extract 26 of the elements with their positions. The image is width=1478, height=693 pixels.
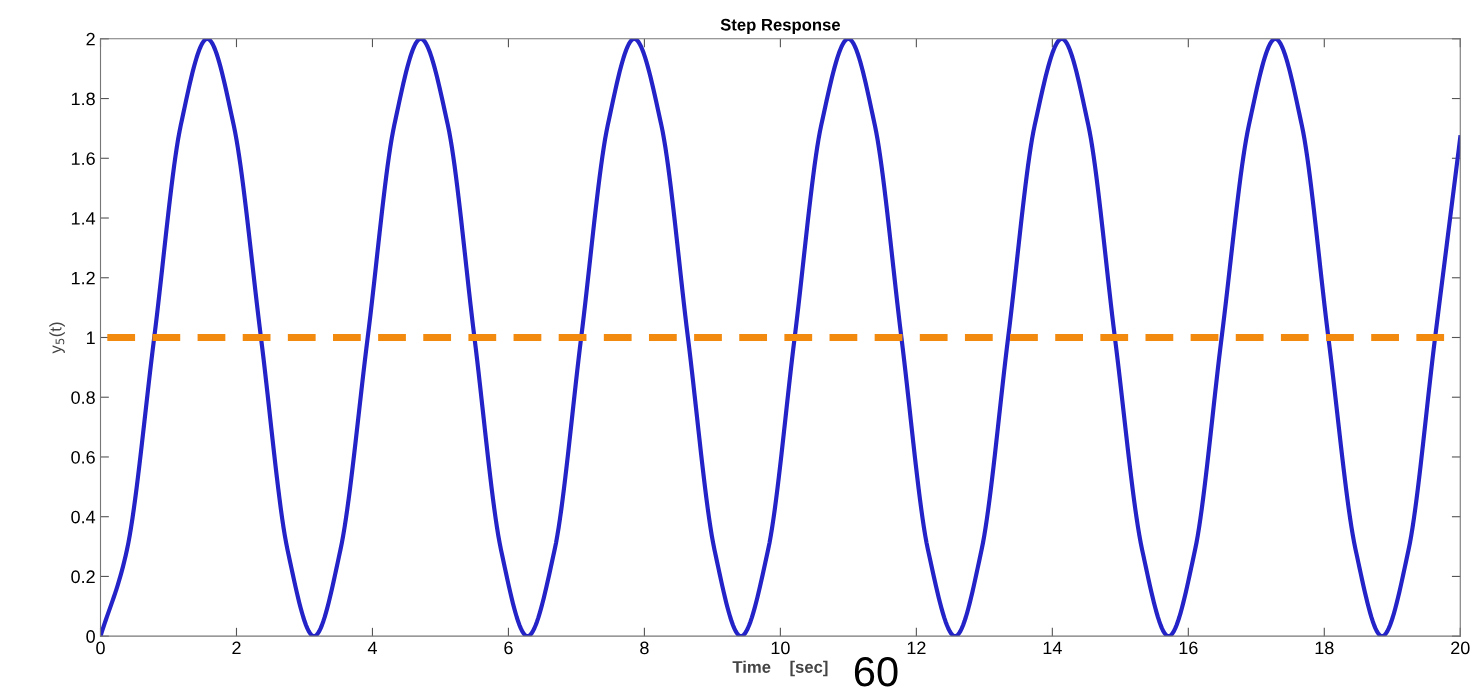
- x-tick-label: 12: [907, 641, 926, 655]
- y-tick-label: 1.2: [71, 271, 95, 285]
- y-tick-label: 1.4: [71, 212, 96, 225]
- y-tick-label: 1: [86, 331, 95, 345]
- x-tick-label: 6: [504, 641, 513, 655]
- x-tick-label: 8: [640, 641, 649, 655]
- x-axis-title: Time [sec]: [732, 660, 828, 677]
- x-tick-label: 20: [1451, 641, 1470, 655]
- y-tick-label: 1.8: [71, 92, 95, 106]
- x-tick-label: 14: [1043, 641, 1062, 655]
- x-tick-label: 4: [367, 641, 377, 655]
- y-tick-label: 0: [86, 630, 95, 643]
- x-tick-label: 16: [1179, 641, 1198, 655]
- y-tick-label: 0.8: [71, 391, 95, 404]
- y-tick-label: 1.6: [71, 152, 95, 165]
- y-tick-label: 0.4: [71, 510, 96, 524]
- chart-title: Step Response: [720, 18, 841, 34]
- y-tick-label: 0.2: [71, 570, 95, 584]
- x-tick-label: 18: [1315, 641, 1334, 655]
- y-tick-label: 0.6: [71, 450, 95, 464]
- x-tick-label: 10: [771, 641, 790, 655]
- y-tick-label: 2: [86, 32, 95, 46]
- text: 60: [854, 656, 898, 687]
- x-tick-label: 0: [96, 641, 105, 655]
- x-tick-label: 2: [232, 641, 241, 655]
- y-axis-title: y$_{5}$(t): [49, 322, 65, 354]
